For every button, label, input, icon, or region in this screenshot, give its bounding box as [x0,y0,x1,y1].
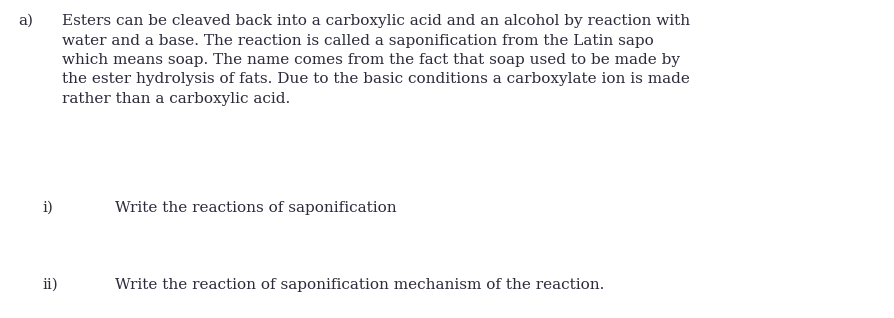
Text: ii): ii) [42,278,58,292]
Text: i): i) [42,201,53,215]
Text: the ester hydrolysis of fats. Due to the basic conditions a carboxylate ion is m: the ester hydrolysis of fats. Due to the… [62,73,690,86]
Text: a): a) [18,14,33,28]
Text: Esters can be cleaved back into a carboxylic acid and an alcohol by reaction wit: Esters can be cleaved back into a carbox… [62,14,690,28]
Text: Write the reactions of saponification: Write the reactions of saponification [115,201,397,215]
Text: which means soap. The name comes from the fact that soap used to be made by: which means soap. The name comes from th… [62,53,680,67]
Text: water and a base. The reaction is called a saponification from the Latin sapo: water and a base. The reaction is called… [62,33,654,47]
Text: rather than a carboxylic acid.: rather than a carboxylic acid. [62,92,291,106]
Text: Write the reaction of saponification mechanism of the reaction.: Write the reaction of saponification mec… [115,278,604,292]
